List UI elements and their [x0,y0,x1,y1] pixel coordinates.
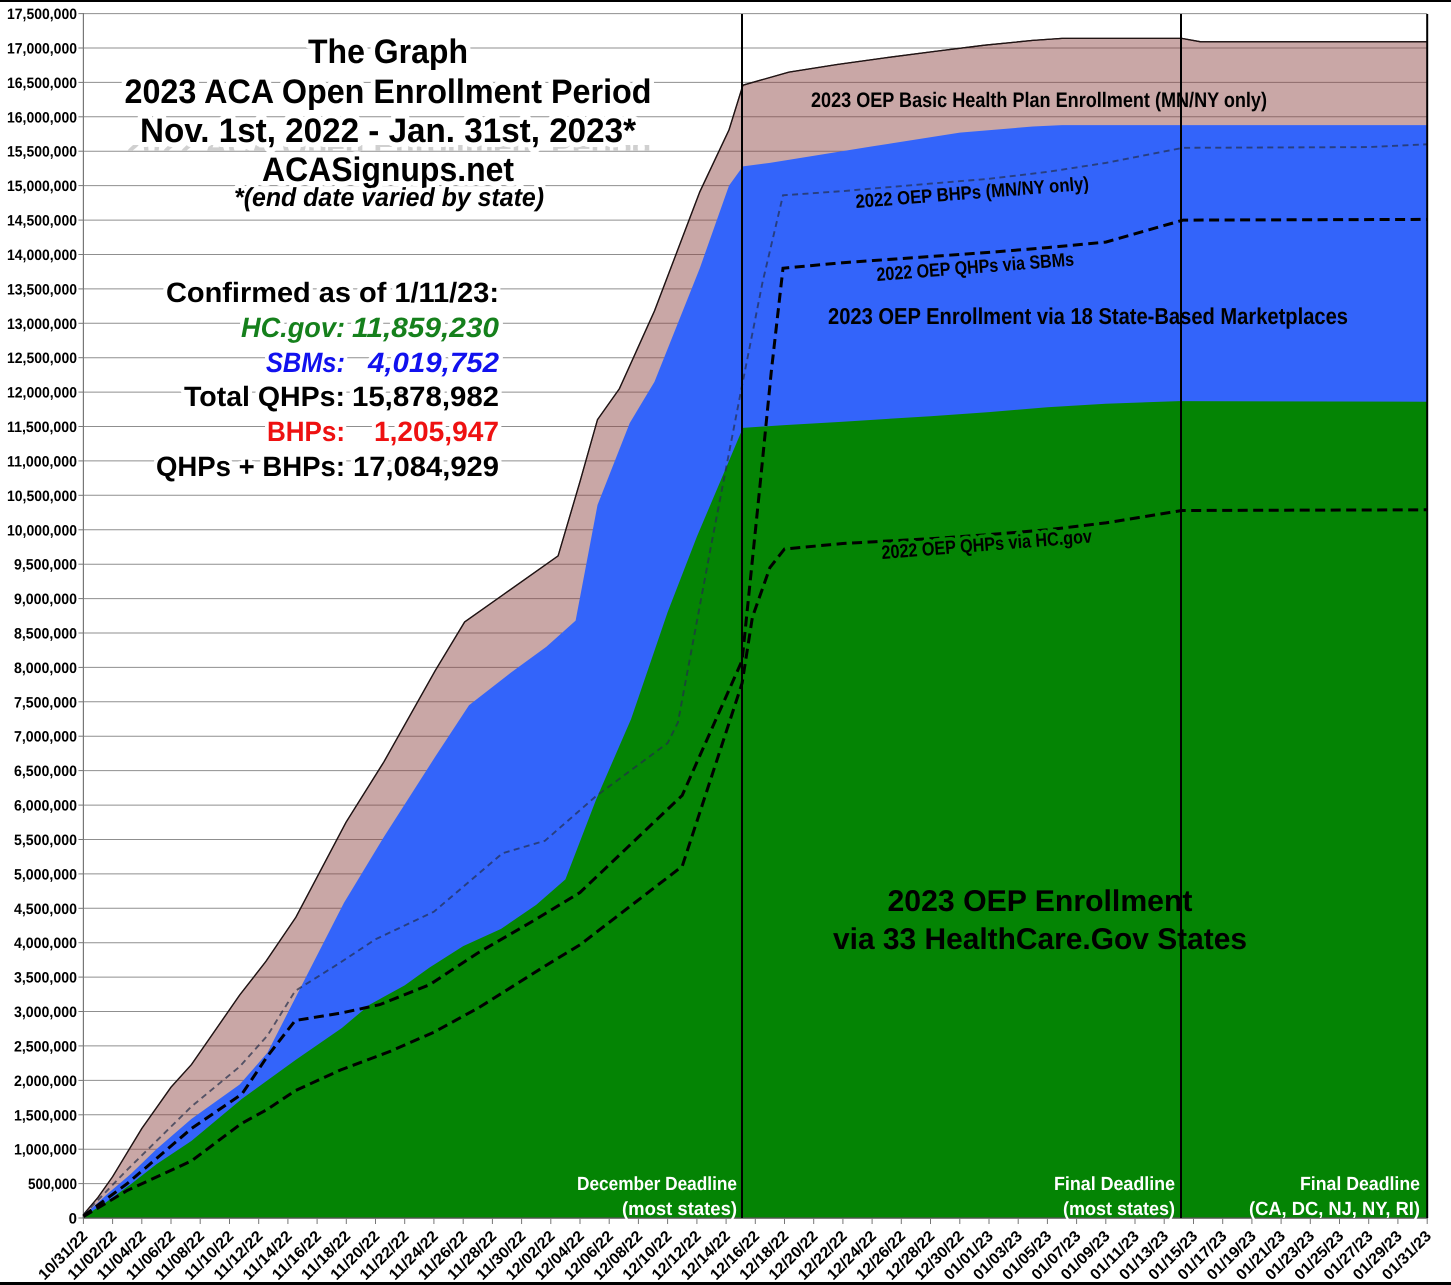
svg-text:10,000,000: 10,000,000 [7,522,77,539]
svg-text:2023 OEP Enrollment via 18 Sta: 2023 OEP Enrollment via 18 State-Based M… [828,303,1348,329]
svg-text:16,000,000: 16,000,000 [7,109,77,126]
svg-text:5,000,000: 5,000,000 [14,866,77,883]
svg-text:3,000,000: 3,000,000 [14,1004,77,1021]
svg-text:15,500,000: 15,500,000 [7,144,77,161]
svg-text:4,500,000: 4,500,000 [14,901,77,918]
svg-text:Final Deadline: Final Deadline [1054,1174,1175,1195]
svg-text:Final Deadline: Final Deadline [1300,1174,1420,1195]
svg-text:500,000: 500,000 [28,1176,77,1193]
svg-text:3,500,000: 3,500,000 [14,970,77,987]
svg-text:8,000,000: 8,000,000 [14,660,77,677]
svg-text:13,000,000: 13,000,000 [7,316,77,333]
svg-text:8,500,000: 8,500,000 [14,625,77,642]
svg-text:9,500,000: 9,500,000 [14,557,77,574]
svg-text:Nov. 1st, 2022 - Jan. 31st, 20: Nov. 1st, 2022 - Jan. 31st, 2023* [140,112,637,150]
svg-text:(most states): (most states) [1063,1199,1175,1220]
svg-text:17,500,000: 17,500,000 [7,6,77,23]
svg-text:via 33 HealthCare.Gov States: via 33 HealthCare.Gov States [833,923,1247,956]
svg-text:10,500,000: 10,500,000 [7,488,77,505]
svg-text:16,500,000: 16,500,000 [7,75,77,92]
svg-text:13,500,000: 13,500,000 [7,281,77,298]
svg-text:2023 OEP Basic Health Plan Enr: 2023 OEP Basic Health Plan Enrollment (M… [811,89,1267,112]
svg-text:2023 ACA Open Enrollment Perio: 2023 ACA Open Enrollment Period [125,73,652,111]
svg-text:2,000,000: 2,000,000 [14,1073,77,1090]
svg-text:The Graph: The Graph [308,33,468,71]
svg-text:14,500,000: 14,500,000 [7,213,77,230]
svg-text:*(end date varied by state): *(end date varied by state) [234,182,544,212]
svg-text:14,000,000: 14,000,000 [7,247,77,264]
svg-text:4,000,000: 4,000,000 [14,935,77,952]
svg-text:QHPs + BHPs:: QHPs + BHPs: [156,451,345,482]
svg-text:SBMs:: SBMs: [266,347,345,378]
svg-text:17,084,929: 17,084,929 [353,451,499,482]
svg-text:Confirmed as of 1/11/23:: Confirmed as of 1/11/23: [166,277,499,308]
svg-text:2022 ACA Open Enrollment Perio: 2022 ACA Open Enrollment Period [125,127,652,165]
svg-text:2023 OEP Enrollment: 2023 OEP Enrollment [888,885,1193,918]
svg-text:15,878,982: 15,878,982 [352,381,499,412]
svg-text:0: 0 [69,1211,77,1228]
svg-text:December Deadline: December Deadline [577,1174,737,1195]
svg-text:1,000,000: 1,000,000 [14,1142,77,1159]
svg-text:2,500,000: 2,500,000 [14,1038,77,1055]
svg-text:11,500,000: 11,500,000 [7,419,77,436]
svg-text:HC.gov:: HC.gov: [241,312,345,343]
svg-text:12,000,000: 12,000,000 [7,385,77,402]
svg-text:15,000,000: 15,000,000 [7,178,77,195]
svg-text:1,500,000: 1,500,000 [14,1107,77,1124]
svg-text:11,000,000: 11,000,000 [7,453,77,470]
svg-text:4,019,752: 4,019,752 [367,347,499,378]
svg-text:Total QHPs:: Total QHPs: [184,381,345,412]
svg-text:(CA, DC, NJ, NY, RI): (CA, DC, NJ, NY, RI) [1249,1199,1420,1220]
svg-text:BHPs:: BHPs: [267,416,345,447]
svg-text:12,500,000: 12,500,000 [7,350,77,367]
svg-text:5,500,000: 5,500,000 [14,832,77,849]
svg-text:11,859,230: 11,859,230 [352,312,499,343]
svg-text:7,500,000: 7,500,000 [14,694,77,711]
svg-text:9,000,000: 9,000,000 [14,591,77,608]
svg-text:17,000,000: 17,000,000 [7,40,77,57]
svg-text:ACASignups.net: ACASignups.net [262,151,514,189]
svg-text:7,000,000: 7,000,000 [14,729,77,746]
svg-text:(most states): (most states) [622,1199,737,1220]
svg-text:1,205,947: 1,205,947 [374,416,499,447]
svg-text:6,500,000: 6,500,000 [14,763,77,780]
svg-text:6,000,000: 6,000,000 [14,798,77,815]
